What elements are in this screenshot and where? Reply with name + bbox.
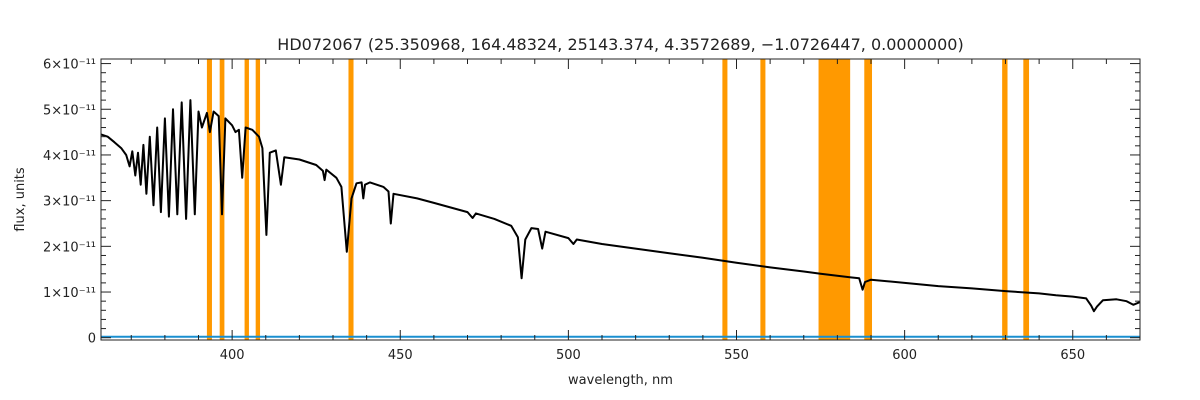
masked-band-7 [760,59,766,340]
masked-band-4 [255,59,261,340]
masked-bands [206,59,1030,340]
x-tick-label-450: 450 [388,348,413,363]
spectrum-series-line [100,99,1141,313]
masked-band-11 [1023,59,1030,340]
x-tick-label-600: 600 [892,348,917,363]
y-tick-label-6: 6×10⁻¹¹ [43,58,96,73]
x-axis: 400 450 500 550 600 650 [130,59,1141,363]
masked-band-9 [864,59,873,340]
masked-band-3 [244,59,249,340]
x-tick-label-400: 400 [220,348,245,363]
series-layer [100,99,1141,338]
chart-title: HD072067 (25.350968, 164.48324, 25143.37… [277,35,963,54]
plot-frame [100,58,1141,341]
x-axis-label: wavelength, nm [568,373,673,388]
y-tick-label-4: 4×10⁻¹¹ [43,149,96,164]
y-axis: 0 1×10⁻¹¹ 2×10⁻¹¹ 3×10⁻¹¹ 4×10⁻¹¹ 5×10⁻¹¹ 6×10… [43,58,1140,347]
x-tick-label-500: 500 [556,348,581,363]
y-tick-label-1: 1×10⁻¹¹ [43,286,96,301]
x-tick-label-550: 550 [724,348,749,363]
y-tick-label-3: 3×10⁻¹¹ [43,195,96,210]
y-axis-label: flux, units [13,167,28,232]
y-tick-label-5: 5×10⁻¹¹ [43,103,96,118]
y-tick-label-0: 0 [88,332,96,347]
masked-band-1 [206,59,212,340]
y-tick-label-2: 2×10⁻¹¹ [43,240,96,255]
masked-band-6 [722,59,728,340]
x-tick-label-650: 650 [1060,348,1085,363]
masked-band-8 [818,59,851,340]
masked-band-10 [1002,59,1008,340]
